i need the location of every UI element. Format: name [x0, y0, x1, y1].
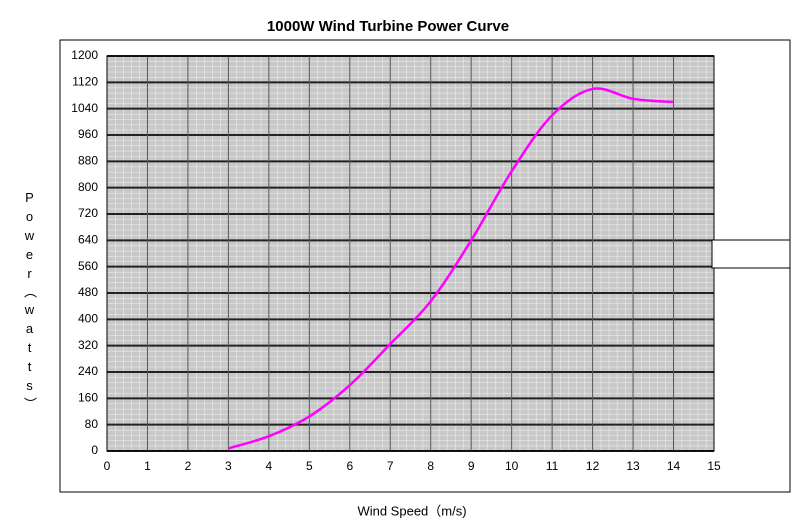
y-tick-label: 640: [78, 233, 98, 247]
y-axis-label: Power（watts）: [22, 190, 37, 414]
x-tick-label: 13: [626, 459, 640, 473]
y-tick-label: 880: [78, 154, 98, 168]
y-tick-label: 720: [78, 206, 98, 220]
x-tick-label: 3: [225, 459, 232, 473]
x-tick-label: 0: [104, 459, 111, 473]
y-tick-label: 960: [78, 127, 98, 141]
y-tick-label: 240: [78, 364, 98, 378]
y-tick-label: 0: [91, 443, 98, 457]
chart-title: 1000W Wind Turbine Power Curve: [267, 18, 509, 35]
y-tick-label: 80: [85, 417, 99, 431]
y-tick-label: 400: [78, 312, 98, 326]
x-tick-label: 9: [468, 459, 475, 473]
x-tick-label: 5: [306, 459, 313, 473]
x-axis-label: Wind Speed（m/s): [357, 503, 466, 518]
x-tick-label: 12: [586, 459, 600, 473]
x-tick-label: 14: [667, 459, 681, 473]
y-tick-label: 560: [78, 259, 98, 273]
y-tick-label: 1120: [72, 75, 98, 89]
legend: [711, 239, 791, 269]
y-tick-label: 320: [78, 338, 98, 352]
series-line: [228, 87, 674, 450]
plot-area: [107, 56, 714, 451]
x-tick-label: 6: [346, 459, 353, 473]
y-tick-label: 160: [78, 391, 98, 405]
x-tick-label: 8: [427, 459, 434, 473]
y-tick-label: 480: [78, 285, 98, 299]
x-tick-label: 4: [266, 459, 273, 473]
x-tick-label: 10: [505, 459, 519, 473]
y-tick-label: 800: [78, 180, 98, 194]
y-tick-label: 1040: [71, 101, 98, 115]
x-tick-label: 7: [387, 459, 394, 473]
y-tick-label: 1200: [71, 48, 98, 62]
x-tick-label: 11: [546, 459, 559, 473]
x-tick-label: 2: [185, 459, 192, 473]
x-tick-label: 1: [144, 459, 151, 473]
x-tick-label: 15: [707, 459, 721, 473]
